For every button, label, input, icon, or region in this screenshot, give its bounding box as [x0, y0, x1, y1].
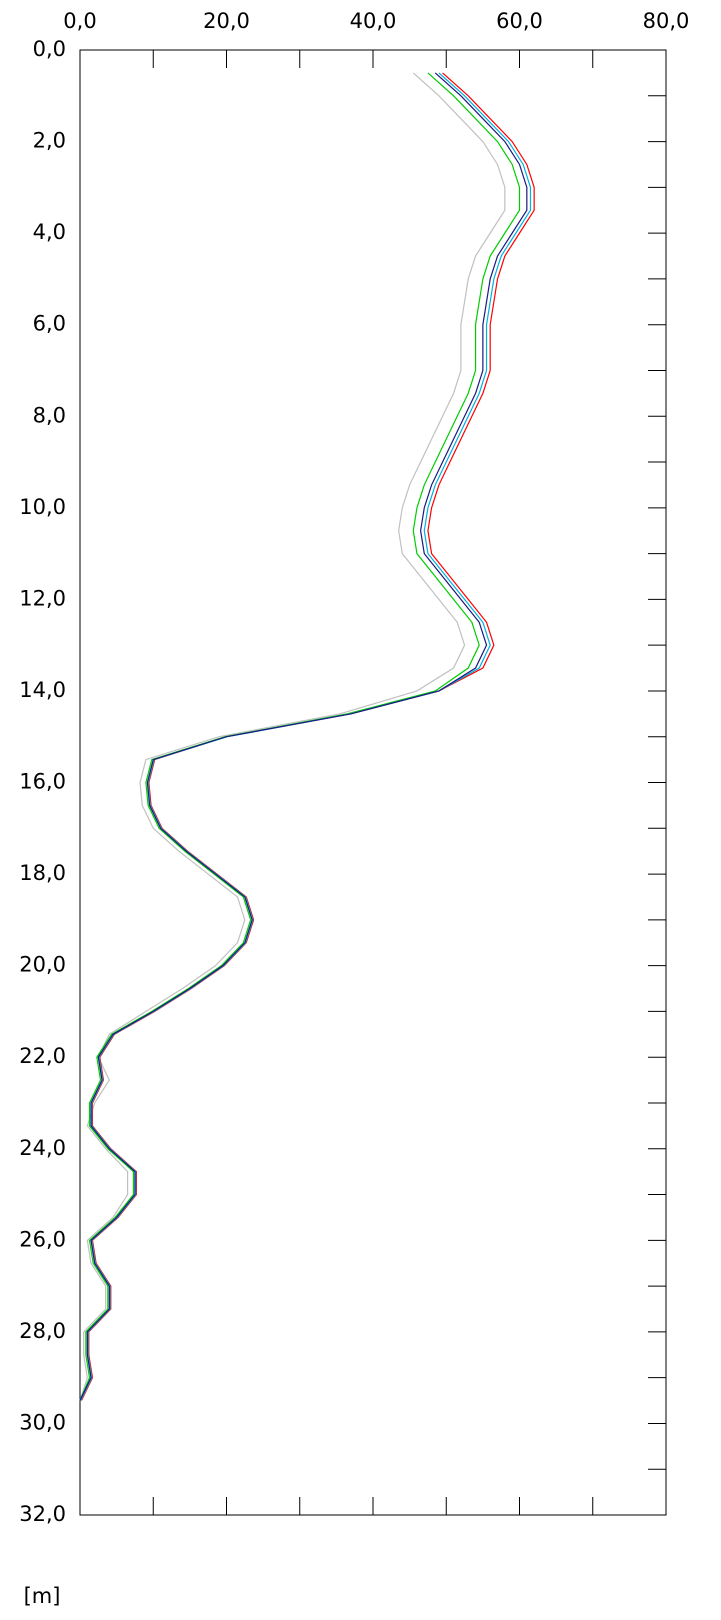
y-tick-label: 14,0: [19, 678, 66, 702]
y-tick-label: 0,0: [33, 37, 66, 61]
x-tick-label: 40,0: [350, 9, 397, 33]
y-tick-label: 18,0: [19, 861, 66, 885]
y-tick-label: 16,0: [19, 770, 66, 794]
x-tick-label: 60,0: [496, 9, 543, 33]
y-tick-label: 24,0: [19, 1136, 66, 1160]
y-tick-label: 28,0: [19, 1319, 66, 1343]
x-tick-label: 20,0: [203, 9, 250, 33]
y-tick-label: 4,0: [33, 220, 66, 244]
depth-line: [79, 72, 521, 1401]
y-tick-label: 32,0: [19, 1502, 66, 1526]
depth-line: [79, 72, 506, 1401]
y-tick-label: 22,0: [19, 1044, 66, 1068]
x-tick-label: 80,0: [643, 9, 690, 33]
y-tick-label: 30,0: [19, 1410, 66, 1434]
depth-line: [80, 72, 535, 1401]
y-tick-label: 20,0: [19, 953, 66, 977]
y-tick-label: 10,0: [19, 495, 66, 519]
x-tick-label: 0,0: [63, 9, 96, 33]
y-axis-label: [m]: [24, 1584, 61, 1608]
y-tick-label: 2,0: [33, 129, 66, 153]
y-tick-label: 12,0: [19, 586, 66, 610]
y-tick-label: 8,0: [33, 403, 66, 427]
depth-line: [79, 72, 528, 1401]
y-tick-label: 26,0: [19, 1227, 66, 1251]
y-tick-label: 6,0: [33, 312, 66, 336]
depth-line: [80, 72, 532, 1401]
plot-frame: [79, 49, 667, 1516]
